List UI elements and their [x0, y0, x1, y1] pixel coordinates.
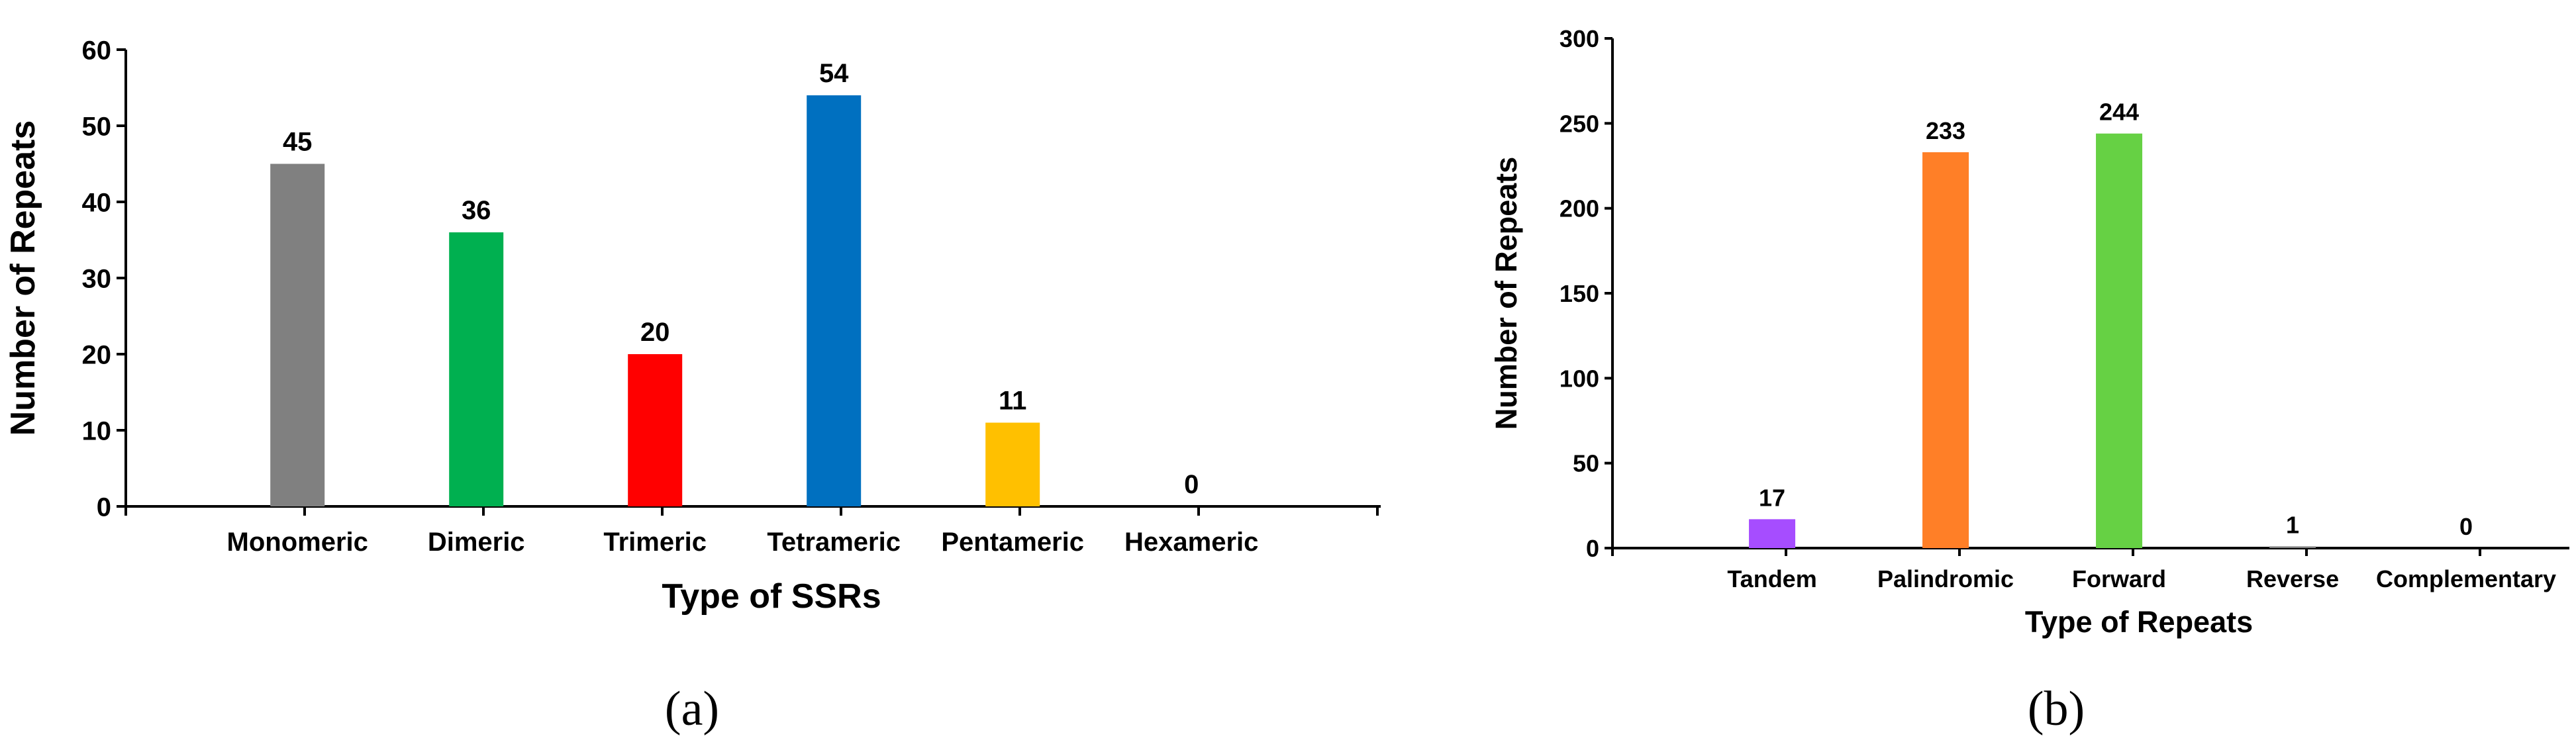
panel-label-b: (b) — [2028, 682, 2085, 736]
y-tick-label-a: 50 — [82, 112, 112, 141]
y-axis-title-b: Number of Repeats — [1489, 157, 1523, 430]
data-label-pentameric: 11 — [999, 387, 1026, 416]
x-tick-label-reverse: Reverse — [2246, 565, 2339, 592]
x-tick-label-monomeric: Monomeric — [227, 528, 368, 557]
y-tick-label-a: 60 — [82, 36, 112, 65]
data-label-hexameric: 0 — [1184, 470, 1199, 499]
data-label-palindromic: 233 — [1926, 117, 1965, 144]
bar-reverse — [2269, 546, 2316, 548]
x-axis-title-b: Type of Repeats — [2025, 605, 2253, 639]
y-tick-label-a: 30 — [82, 264, 112, 293]
x-tick-label-dimeric: Dimeric — [428, 528, 525, 557]
x-tick-label-forward: Forward — [2072, 565, 2166, 592]
y-tick-label-a: 40 — [82, 188, 112, 217]
data-label-monomeric: 45 — [283, 128, 313, 157]
bar-forward — [2096, 133, 2143, 548]
bar-tandem — [1749, 519, 1796, 548]
y-tick-label-b: 50 — [1573, 450, 1599, 477]
y-tick-label-b: 250 — [1560, 110, 1599, 137]
bar-pentameric — [985, 422, 1040, 506]
chart-panel-b: 0 50 100 150 200 250 300 17 Tandem 233 Palindromic… — [1489, 25, 2569, 639]
data-label-tetrameric: 54 — [819, 59, 849, 88]
data-label-reverse: 1 — [2286, 511, 2299, 538]
y-tick-label-a: 10 — [82, 416, 112, 445]
x-axis-title-a: Type of SSRs — [662, 577, 881, 616]
y-tick-label-a: 20 — [82, 340, 112, 369]
x-tick-label-tetrameric: Tetrameric — [767, 528, 901, 557]
bar-tetrameric — [807, 95, 862, 506]
chart-panel-a: 0 10 20 30 40 50 60 45 Monomeric 36 Dimeric 20 Trime… — [4, 36, 1381, 616]
y-tick-label-b: 300 — [1560, 25, 1599, 52]
data-label-tandem: 17 — [1759, 484, 1785, 511]
bar-dimeric — [449, 232, 504, 506]
y-tick-label-a: 0 — [97, 492, 111, 522]
data-label-complementary: 0 — [2459, 513, 2473, 540]
data-label-forward: 244 — [2099, 99, 2139, 126]
bar-palindromic — [1922, 152, 1969, 548]
x-tick-label-palindromic: Palindromic — [1877, 565, 2014, 592]
y-axis-title-a: Number of Repeats — [4, 120, 42, 436]
x-tick-label-pentameric: Pentameric — [941, 528, 1084, 557]
x-tick-label-trimeric: Trimeric — [603, 528, 707, 557]
data-label-dimeric: 36 — [462, 196, 491, 225]
y-tick-label-b: 100 — [1560, 365, 1599, 392]
bar-monomeric — [270, 164, 325, 506]
bar-trimeric — [628, 354, 683, 506]
data-label-trimeric: 20 — [640, 318, 670, 347]
y-tick-label-b: 150 — [1560, 280, 1599, 307]
x-tick-label-hexameric: Hexameric — [1124, 528, 1258, 557]
y-tick-label-b: 200 — [1560, 195, 1599, 222]
x-tick-label-complementary: Complementary — [2376, 565, 2556, 592]
x-tick-label-tandem: Tandem — [1727, 565, 1816, 592]
panel-label-a: (a) — [665, 682, 719, 736]
y-tick-label-b: 0 — [1586, 535, 1599, 562]
